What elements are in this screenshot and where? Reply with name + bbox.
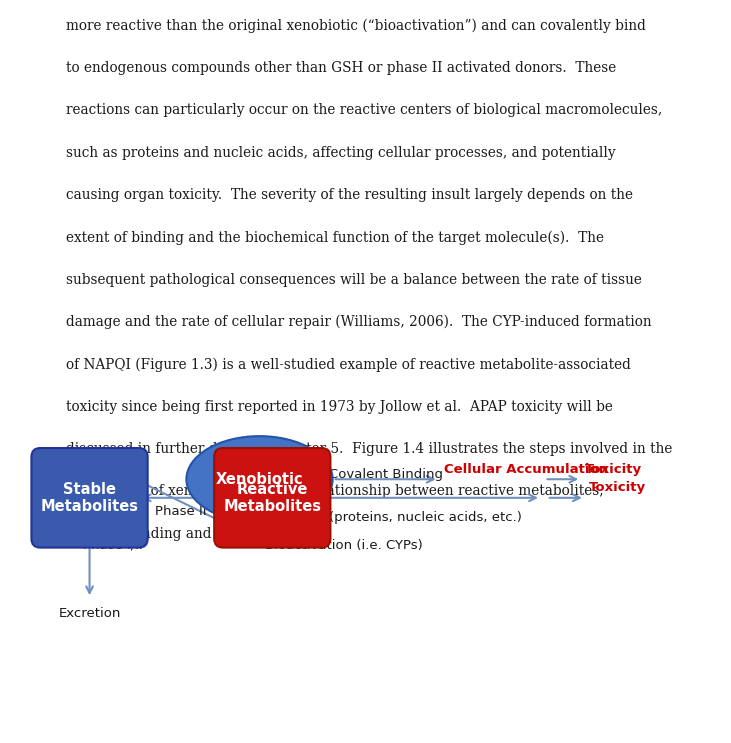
Text: Covalent Binding: Covalent Binding [329, 469, 443, 481]
Text: Stable
Metabolites: Stable Metabolites [40, 481, 139, 514]
Text: of NAPQI (Figure 1.3) is a well-studied example of reactive metabolite-associate: of NAPQI (Figure 1.3) is a well-studied … [66, 357, 631, 372]
Text: Toxicity: Toxicity [585, 463, 642, 476]
Text: Cellular Accumulation: Cellular Accumulation [444, 463, 608, 476]
Text: subsequent pathological consequences will be a balance between the rate of tissu: subsequent pathological consequences wil… [66, 273, 642, 287]
Text: reactions can particularly occur on the reactive centers of biological macromole: reactions can particularly occur on the … [66, 103, 662, 117]
Text: damage and the rate of cellular repair (Williams, 2006).  The CYP-induced format: damage and the rate of cellular repair (… [66, 315, 651, 329]
Text: more reactive than the original xenobiotic (“bioactivation”) and can covalently : more reactive than the original xenobiot… [66, 19, 645, 33]
Text: metabolism of xenobiotics and the relationship between reactive metabolites,: metabolism of xenobiotics and the relati… [66, 484, 603, 499]
Text: Bioactivation (i.e. CYPs): Bioactivation (i.e. CYPs) [265, 539, 423, 551]
FancyBboxPatch shape [214, 448, 330, 548]
Text: extent of binding and the biochemical function of the target molecule(s).  The: extent of binding and the biochemical fu… [66, 230, 604, 244]
Text: Toxicity: Toxicity [588, 481, 645, 494]
FancyBboxPatch shape [31, 448, 148, 548]
Text: (proteins, nucleic acids, etc.): (proteins, nucleic acids, etc.) [329, 511, 522, 524]
Text: Excretion: Excretion [58, 607, 121, 620]
Text: Xenobiotic: Xenobiotic [216, 472, 303, 487]
Text: toxicity since being first reported in 1973 by Jollow et al.  APAP toxicity will: toxicity since being first reported in 1… [66, 400, 613, 414]
Text: Phase I/II: Phase I/II [83, 539, 143, 551]
Ellipse shape [186, 436, 333, 522]
Text: causing organ toxicity.  The severity of the resulting insult largely depends on: causing organ toxicity. The severity of … [66, 188, 633, 202]
Text: such as proteins and nucleic acids, affecting cellular processes, and potentiall: such as proteins and nucleic acids, affe… [66, 146, 616, 160]
Text: Reactive
Metabolites: Reactive Metabolites [223, 481, 322, 514]
Text: discussed in further detail in Chapter 5.  Figure 1.4 illustrates the steps invo: discussed in further detail in Chapter 5… [66, 442, 673, 456]
Text: to endogenous compounds other than GSH or phase II activated donors.  These: to endogenous compounds other than GSH o… [66, 61, 616, 75]
Text: covalent binding and toxicity.: covalent binding and toxicity. [66, 527, 269, 541]
Text: Phase II: Phase II [155, 505, 207, 518]
